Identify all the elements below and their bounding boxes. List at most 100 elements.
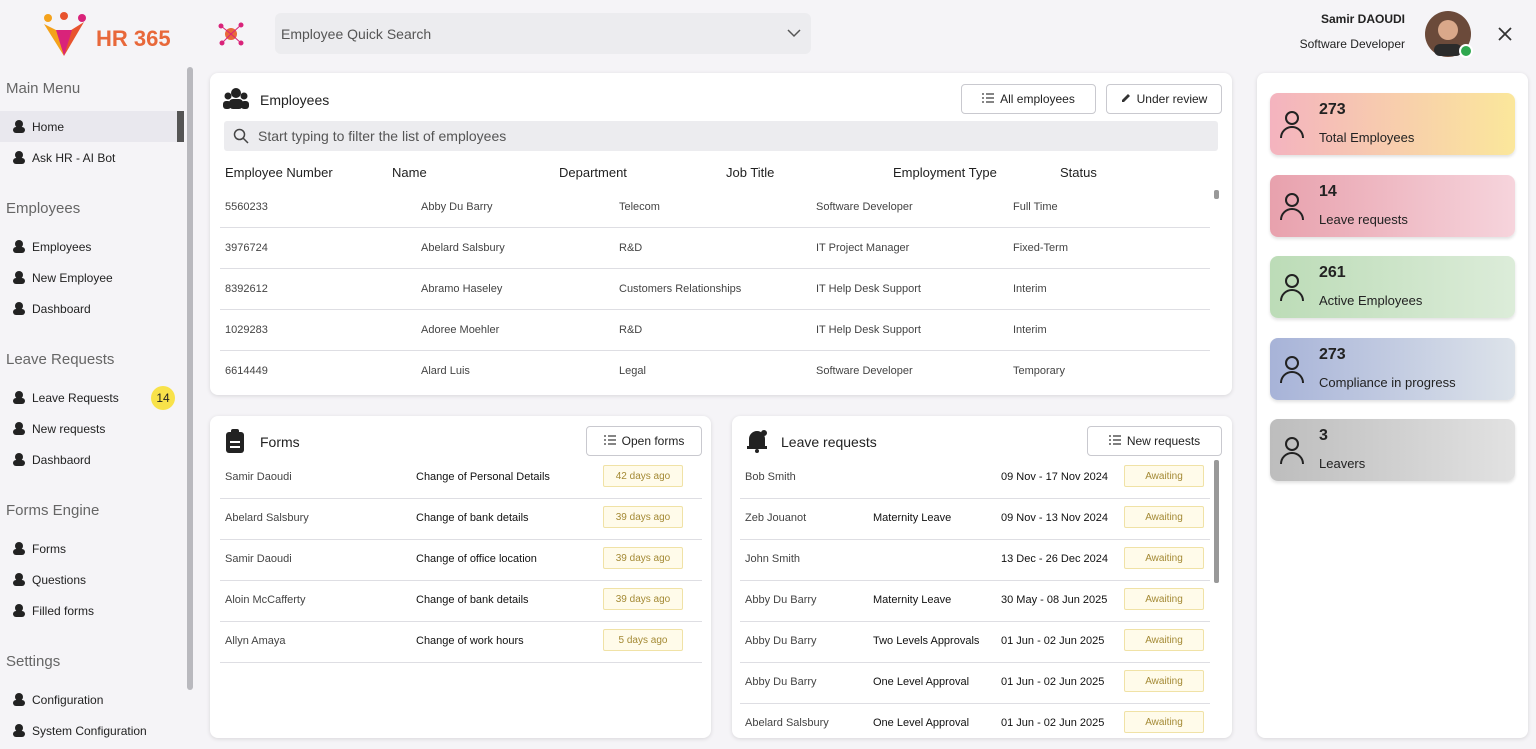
- icon-graphic: [1280, 192, 1304, 220]
- requester: Abby Du Barry: [745, 594, 817, 606]
- stat-label: Total Employees: [1319, 130, 1415, 145]
- row-separator: [740, 703, 1210, 704]
- close-button[interactable]: [1497, 26, 1513, 42]
- stat-card[interactable]: 261 Active Employees: [1270, 256, 1515, 318]
- stat-card[interactable]: 273 Total Employees: [1270, 93, 1515, 155]
- leave-type: Maternity Leave: [873, 594, 952, 606]
- scrollbar[interactable]: [187, 67, 193, 690]
- quick-search[interactable]: Employee Quick Search: [275, 13, 811, 54]
- row-separator: [220, 539, 702, 540]
- menu-badge: 14: [151, 386, 175, 410]
- status-badge: Awaiting: [1124, 670, 1204, 692]
- menu-item[interactable]: New Employee: [0, 262, 184, 293]
- form-name: Change of work hours: [416, 635, 524, 647]
- row-separator: [740, 580, 1210, 581]
- menu-item[interactable]: Dashbaord: [0, 444, 184, 475]
- user-role: Software Developer: [1299, 37, 1405, 51]
- stat-card[interactable]: 3 Leavers: [1270, 419, 1515, 481]
- menu-item[interactable]: Ask HR - AI Bot: [0, 142, 184, 173]
- menu-label: Dashbaord: [32, 453, 91, 467]
- icon-graphic: [747, 430, 767, 453]
- table-cell: 8392612: [225, 283, 268, 295]
- table-cell: Abramo Haseley: [421, 283, 503, 295]
- search-placeholder: Employee Quick Search: [281, 26, 432, 42]
- menu-item[interactable]: New requests: [0, 413, 184, 444]
- button[interactable]: Open forms: [586, 426, 702, 456]
- table-cell: IT Help Desk Support: [816, 324, 921, 336]
- menu-item[interactable]: Configuration: [0, 684, 184, 715]
- button[interactable]: New requests: [1087, 426, 1222, 456]
- table-cell: Fixed-Term: [1013, 242, 1069, 254]
- employee-filter[interactable]: Start typing to filter the list of emplo…: [224, 121, 1218, 151]
- menu-item[interactable]: Employees: [0, 231, 184, 262]
- stat-value: 14: [1319, 182, 1337, 200]
- icon-graphic: [13, 391, 25, 404]
- stat-label: Leavers: [1319, 456, 1366, 471]
- section-title: Leave Requests: [6, 351, 115, 368]
- stat-card[interactable]: 273 Compliance in progress: [1270, 337, 1515, 400]
- logo-icon: [44, 12, 86, 56]
- button-icon: [982, 92, 995, 106]
- row-separator: [220, 662, 702, 663]
- table-cell: Abby Du Barry: [421, 201, 493, 213]
- table-scrollbar[interactable]: [1214, 190, 1219, 199]
- stat-icon: [1279, 271, 1311, 308]
- leave-type: Maternity Leave: [873, 512, 952, 524]
- section-title: Forms Engine: [6, 502, 100, 519]
- form-submitter: Aloin McCafferty: [225, 594, 306, 606]
- menu-label: Forms: [32, 542, 66, 556]
- menu-item[interactable]: Filled forms: [0, 595, 184, 626]
- table-cell: R&D: [619, 242, 643, 254]
- menu-label: Ask HR - AI Bot: [32, 151, 116, 165]
- age-badge: 39 days ago: [603, 588, 683, 610]
- dropdown-arrow: [787, 29, 801, 38]
- button-label: All employees: [1000, 92, 1075, 106]
- leave-card: Leave requests New requests Bob Smith 09 No…: [732, 416, 1232, 738]
- column-header: Name: [392, 165, 427, 180]
- card-title: Forms: [260, 434, 300, 450]
- form-submitter: Samir Daoudi: [225, 553, 292, 565]
- button[interactable]: All employees: [961, 84, 1096, 114]
- row-separator: [220, 580, 702, 581]
- avatar[interactable]: [1424, 10, 1474, 60]
- table-cell: Abelard Salsbury: [421, 242, 505, 254]
- stat-icon: [1279, 190, 1311, 227]
- stat-value: 261: [1319, 264, 1346, 281]
- form-name: Change of bank details: [416, 512, 529, 524]
- user-name: Samir DAOUDI: [1320, 12, 1405, 26]
- menu-label: Home: [32, 120, 65, 134]
- icon-graphic: [1280, 111, 1304, 139]
- stat-card[interactable]: 14 Leave requests: [1270, 174, 1515, 237]
- icon-graphic: [13, 271, 25, 284]
- list-scrollbar[interactable]: [1214, 460, 1219, 583]
- form-submitter: Allyn Amaya: [225, 635, 286, 647]
- table-cell: IT Help Desk Support: [816, 283, 921, 295]
- button-icon: [1121, 92, 1131, 106]
- menu-label: Dashboard: [32, 302, 91, 316]
- menu-item[interactable]: Forms: [0, 533, 184, 564]
- icon-graphic: [13, 453, 25, 466]
- leave-type: Two Levels Approvals: [873, 635, 980, 647]
- requester: John Smith: [745, 553, 801, 565]
- icon-graphic: [13, 542, 25, 555]
- menu-label: System Configuration: [32, 724, 147, 738]
- button-label: Under review: [1136, 92, 1208, 106]
- icon-graphic: [223, 88, 249, 109]
- menu-item[interactable]: Leave Requests 14: [0, 382, 184, 413]
- requester: Abelard Salsbury: [745, 717, 829, 729]
- menu-item[interactable]: Dashboard: [0, 293, 184, 324]
- button[interactable]: Under review: [1106, 84, 1222, 114]
- menu-icon: [11, 150, 27, 169]
- button-icon: [603, 434, 616, 448]
- requester: Bob Smith: [745, 471, 796, 483]
- menu-item[interactable]: Home: [0, 111, 184, 142]
- age-badge: 5 days ago: [603, 629, 683, 651]
- table-cell: Software Developer: [816, 201, 913, 213]
- card-title: Leave requests: [781, 434, 877, 450]
- menu-item[interactable]: Questions: [0, 564, 184, 595]
- menu-item[interactable]: System Configuration: [0, 715, 184, 746]
- active-indicator: [177, 111, 184, 142]
- menu-icon: [11, 723, 27, 742]
- status-badge: Awaiting: [1124, 711, 1204, 733]
- network-icon: [218, 22, 244, 46]
